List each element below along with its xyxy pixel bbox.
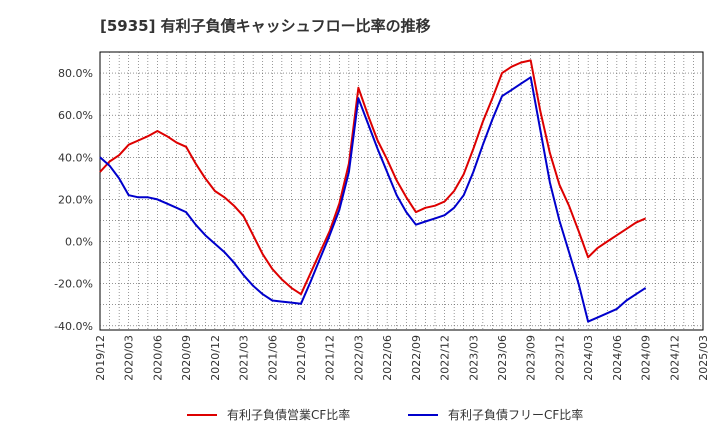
x-tick-label: 2021/03 [238,335,251,381]
y-axis-ticks: -40.0% -20.0% 0.0% 20.0% 40.0% 60.0% 80.0% [54,67,93,333]
x-tick-label: 2021/06 [266,335,279,381]
series-line-1 [99,59,647,296]
x-tick-label: 2021/12 [324,335,337,381]
legend-label-2: 有利子負債フリーCF比率 [448,407,583,422]
x-tick-label: 2023/03 [467,335,480,381]
x-tick-label: 2024/06 [611,335,624,381]
x-tick-label: 2025/03 [697,335,710,381]
x-tick-label: 2022/06 [381,335,394,381]
x-tick-label: 2022/09 [410,335,423,381]
y-tick-label: 80.0% [58,67,93,80]
x-tick-label: 2020/06 [151,335,164,381]
plot-frame [99,51,704,331]
legend-label-1: 有利子負債営業CF比率 [227,407,350,422]
series-layer [99,59,647,323]
x-tick-label: 2023/06 [496,335,509,381]
grid-layer [100,52,703,330]
x-tick-label: 2020/09 [180,335,193,381]
x-tick-label: 2024/09 [640,335,653,381]
x-tick-label: 2020/03 [123,335,136,381]
x-tick-label: 2022/03 [352,335,365,381]
x-tick-label: 2024/03 [582,335,595,381]
chart-title: [5935] 有利子負債キャッシュフロー比率の推移 [100,17,431,35]
y-tick-label: 0.0% [65,236,93,249]
y-tick-label: 60.0% [58,109,93,122]
legend: 有利子負債営業CF比率 有利子負債フリーCF比率 [187,407,583,422]
x-tick-label: 2023/09 [525,335,538,381]
x-tick-label: 2020/12 [209,335,222,381]
y-tick-label: 20.0% [58,193,93,206]
x-tick-label: 2024/12 [668,335,681,381]
y-tick-label: -20.0% [54,278,93,291]
x-tick-label: 2021/09 [295,335,308,381]
y-tick-label: 40.0% [58,151,93,164]
y-tick-label: -40.0% [54,320,93,333]
x-tick-label: 2019/12 [94,335,107,381]
x-tick-label: 2023/12 [553,335,566,381]
series-line-2 [99,76,647,323]
x-axis-ticks: 2019/12 2020/03 2020/06 2020/09 2020/12 2021/… [94,335,710,381]
x-tick-label: 2022/12 [439,335,452,381]
